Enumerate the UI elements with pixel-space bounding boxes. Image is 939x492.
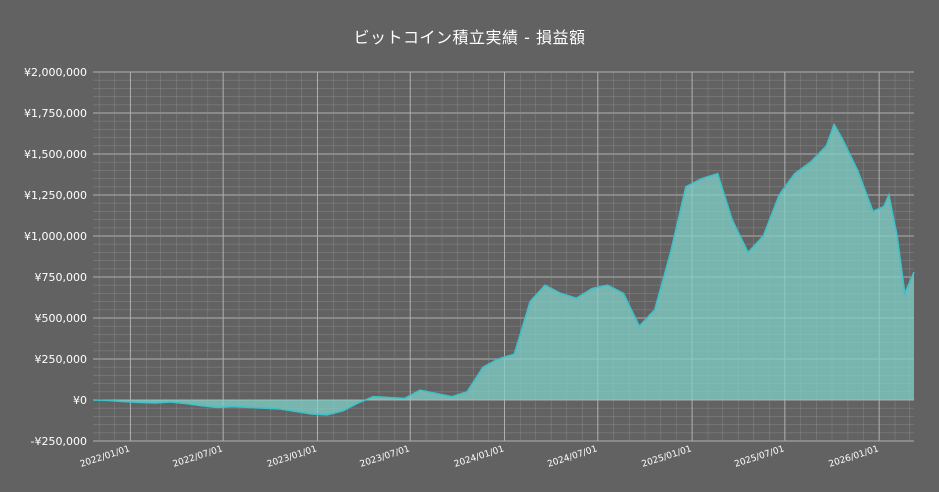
x-tick-label: 2025/01/01 [641, 444, 693, 470]
x-tick-label: 2026/01/01 [828, 444, 880, 470]
y-tick-label: ¥750,000 [35, 271, 88, 284]
y-tick-label: ¥1,250,000 [24, 189, 87, 202]
y-tick-label: ¥1,500,000 [24, 148, 87, 161]
x-tick-label: 2022/07/01 [172, 444, 224, 470]
x-tick-label: 2024/01/01 [453, 444, 505, 470]
x-tick-label: 2023/07/01 [359, 444, 411, 470]
chart-title: ビットコイン積立実績 - 損益額 [353, 28, 586, 47]
y-tick-label: ¥2,000,000 [24, 66, 87, 79]
x-tick-label: 2024/07/01 [546, 444, 598, 470]
x-tick-label: 2023/01/01 [266, 444, 318, 470]
y-tick-label: ¥1,750,000 [24, 107, 87, 120]
x-tick-label: 2025/07/01 [733, 444, 785, 470]
y-tick-label: ¥1,000,000 [24, 230, 87, 243]
y-tick-label: ¥500,000 [35, 312, 88, 325]
y-tick-label: ¥0 [73, 394, 87, 407]
y-tick-label: ¥250,000 [35, 353, 88, 366]
series-line [92, 122, 915, 416]
y-tick-label: -¥250,000 [31, 435, 87, 448]
x-tick-label: 2022/01/01 [79, 444, 131, 470]
series-area [93, 124, 914, 415]
